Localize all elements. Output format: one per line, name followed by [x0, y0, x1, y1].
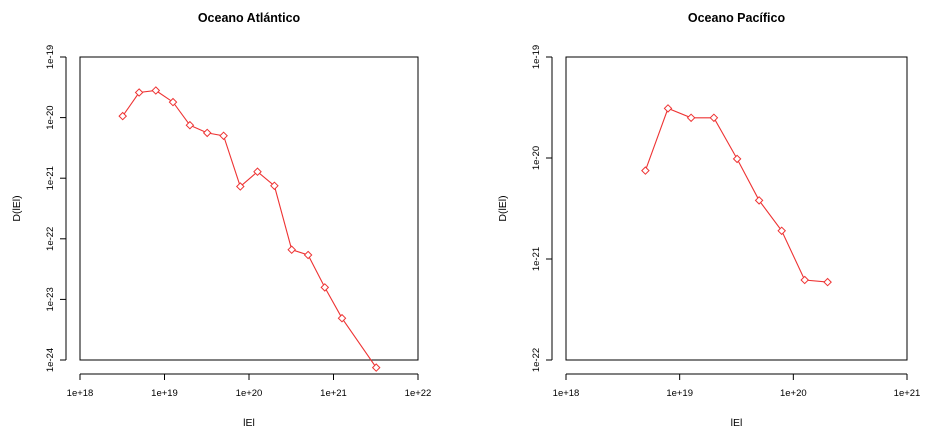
data-point — [253, 167, 262, 177]
y-tick-label: 1e-22 — [45, 227, 56, 251]
data-point — [118, 111, 128, 121]
data-point — [151, 86, 161, 95]
data-point — [287, 245, 297, 255]
data-point — [800, 275, 810, 285]
x-tick-label: 1e+20 — [236, 388, 263, 399]
y-axis: 1e-24 1e-23 1e-22 1e-21 1e-20 1e-19 D(lEl) — [11, 45, 67, 372]
x-tick-label: 1e+18 — [67, 388, 94, 399]
x-tick-label: 1e+20 — [780, 388, 807, 399]
y-tick-label: 1e-21 — [531, 247, 542, 271]
data-point — [663, 104, 673, 113]
y-axis: 1e-22 1e-21 1e-20 1e-19 D(lEl) — [497, 45, 553, 372]
series-line — [122, 89, 377, 368]
plot-area-frame — [79, 56, 419, 361]
data-point — [134, 88, 144, 97]
data-point — [168, 97, 178, 107]
data-point — [754, 196, 764, 205]
data-point — [270, 181, 279, 191]
data-point — [235, 182, 245, 191]
series-line — [644, 107, 828, 283]
data-point — [185, 120, 195, 130]
data-point — [303, 250, 313, 260]
x-tick-label: 1e+18 — [553, 388, 580, 399]
data-point — [732, 154, 742, 164]
y-tick-label: 1e-24 — [45, 348, 56, 372]
y-tick-label: 1e-19 — [531, 45, 542, 69]
y-tick-label: 1e-20 — [531, 146, 542, 170]
data-series-1 — [641, 104, 832, 287]
y-tick-label: 1e-23 — [45, 287, 56, 311]
x-axis-title: lEl — [731, 417, 743, 429]
x-tick-label: 1e+19 — [151, 388, 178, 399]
chart-title: Oceano Pacífico — [688, 11, 786, 25]
chart-title: Oceano Atlántico — [198, 11, 301, 25]
x-tick-label: 1e+22 — [405, 388, 432, 399]
y-axis-title: D(lEl) — [497, 195, 509, 221]
data-point — [320, 283, 330, 292]
x-axis: 1e+18 1e+19 1e+20 1e+21 1e+22 lEl — [67, 373, 432, 429]
data-point — [823, 277, 832, 287]
plot-area-frame — [565, 56, 908, 361]
y-tick-label: 1e-22 — [531, 348, 542, 372]
y-axis-title: D(lEl) — [11, 195, 23, 221]
data-series-1 — [118, 86, 381, 372]
y-tick-label: 1e-21 — [45, 166, 56, 190]
data-point — [777, 226, 787, 236]
data-point — [202, 128, 212, 138]
x-tick-label: 1e+19 — [666, 388, 693, 399]
y-tick-label: 1e-20 — [45, 105, 56, 129]
x-tick-label: 1e+21 — [320, 388, 347, 399]
data-point — [709, 113, 719, 123]
x-axis: 1e+18 1e+19 1e+20 1e+21 lEl — [553, 373, 921, 429]
x-tick-label: 1e+21 — [894, 388, 921, 399]
data-point — [371, 363, 381, 372]
data-point — [219, 131, 228, 141]
y-tick-label: 1e-19 — [45, 45, 56, 69]
data-point — [337, 313, 347, 323]
data-point — [686, 113, 696, 123]
data-point — [641, 166, 650, 175]
chart-panel-1: Oceano Atlántico 1e+18 1e+19 1e+20 1e+21 1e+2… — [11, 11, 431, 429]
x-axis-title: lEl — [243, 417, 255, 429]
